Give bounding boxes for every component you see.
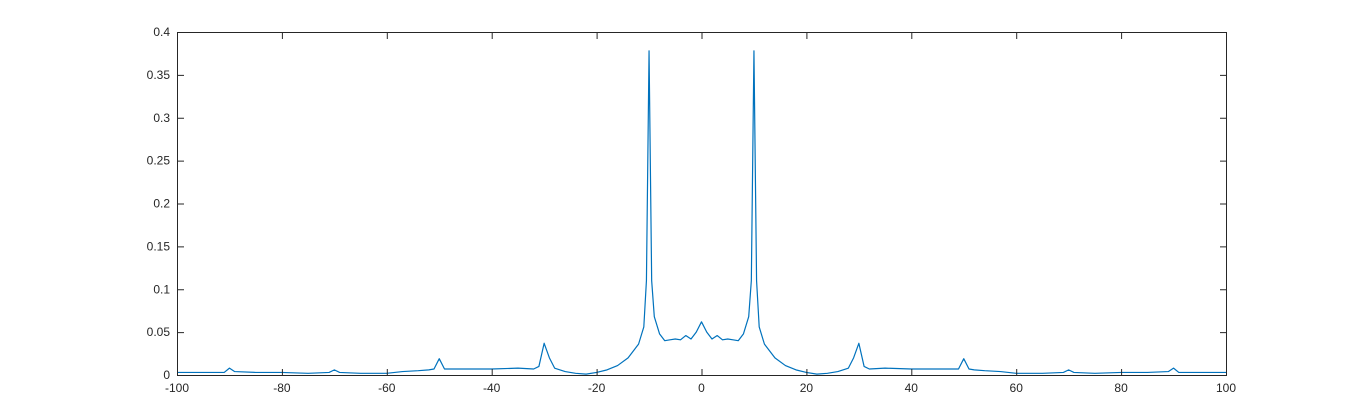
y-tick-label: 0.05 (147, 325, 171, 339)
x-tick-label: 100 (1216, 381, 1236, 395)
x-tick-label: 40 (905, 381, 919, 395)
x-tick-label: 0 (698, 381, 705, 395)
y-tick-label: 0.15 (147, 239, 171, 253)
x-tick-label: -60 (378, 381, 396, 395)
x-tick-label: -100 (165, 381, 189, 395)
x-tick-label: -40 (483, 381, 501, 395)
x-tick-label: -80 (273, 381, 291, 395)
series-line-0 (177, 50, 1226, 375)
y-tick-label: 0.35 (147, 68, 171, 82)
x-axis-ticks: -100 -80 -60 -40 -20 0 20 40 60 80 100 (165, 32, 1236, 395)
y-tick-label: 0 (163, 368, 170, 382)
series-layer (177, 50, 1226, 375)
x-tick-label: 20 (800, 381, 814, 395)
y-tick-label: 0.3 (153, 111, 170, 125)
y-tick-label: 0.2 (153, 197, 170, 211)
x-tick-label: 60 (1010, 381, 1024, 395)
y-tick-label: 0.1 (153, 282, 170, 296)
y-axis-ticks: 0 0.05 0.1 0.15 0.2 0.25 0.3 0.35 0.4 (147, 25, 1227, 382)
y-tick-label: 0.25 (147, 154, 171, 168)
x-tick-label: -20 (588, 381, 606, 395)
y-tick-label: 0.4 (153, 25, 170, 39)
x-tick-label: 80 (1114, 381, 1128, 395)
